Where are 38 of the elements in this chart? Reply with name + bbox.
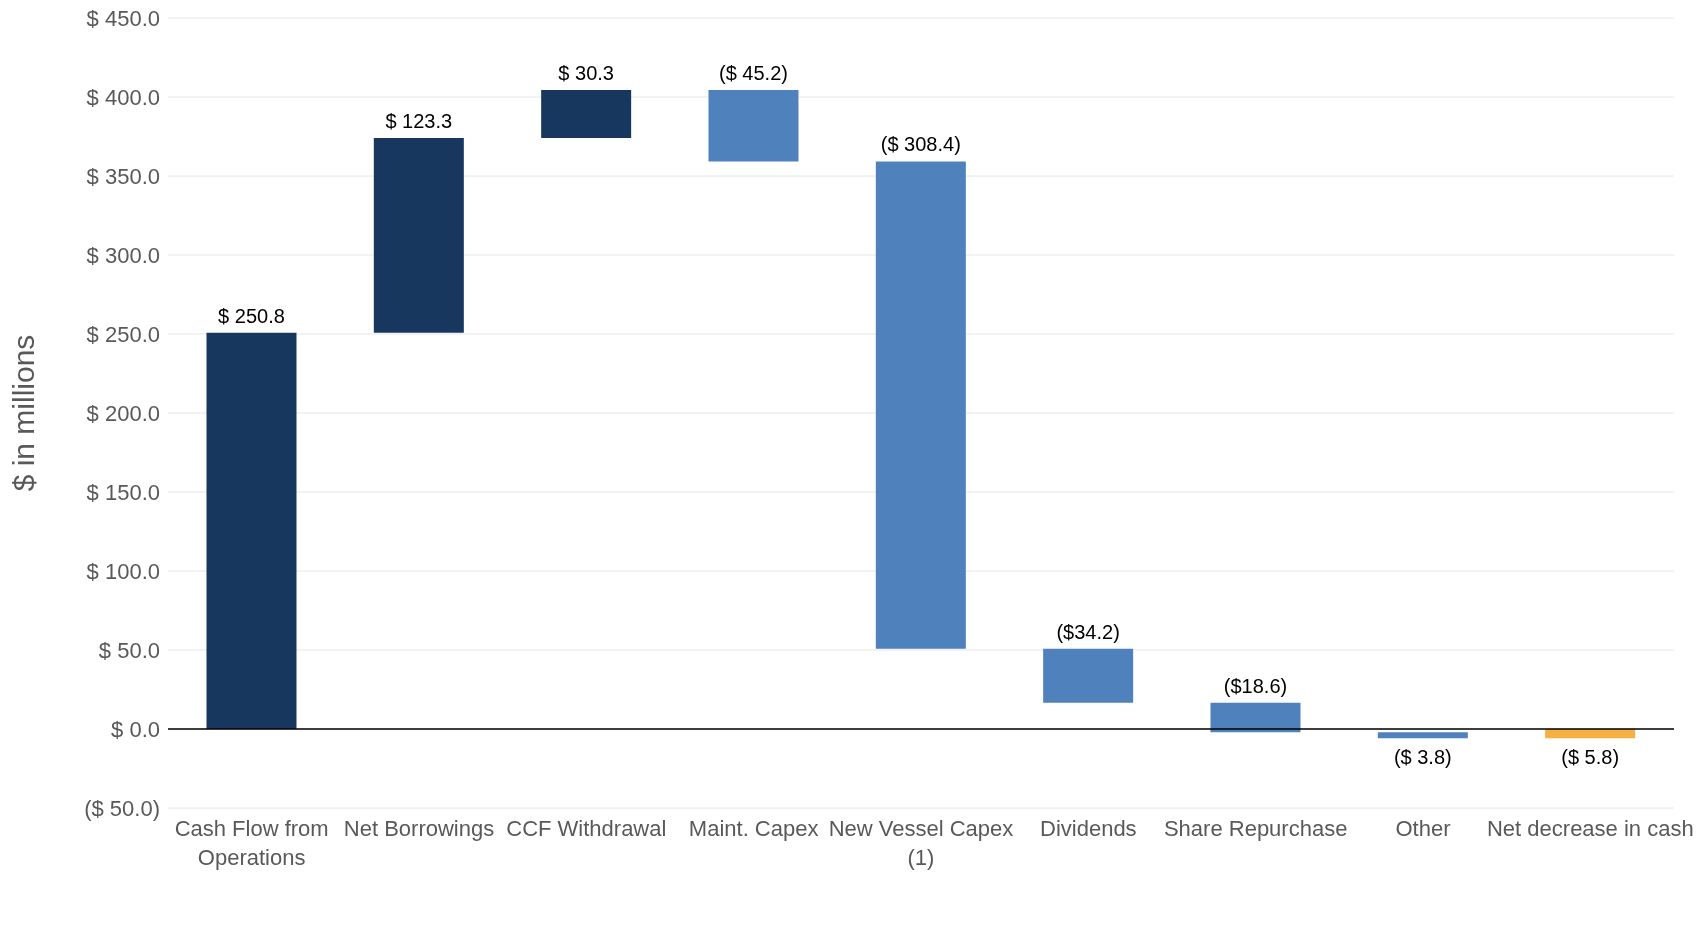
y-tick-label: $ 0.0 [111,716,160,742]
bar [206,332,297,729]
data-label: ($ 5.8) [1561,746,1620,769]
data-label: ($ 308.4) [880,133,961,156]
y-tick-label: ($ 50.0) [84,795,160,821]
data-label: ($18.6) [1223,674,1288,697]
x-tick-label: Cash Flow from Operations [174,815,329,870]
bar [541,90,632,138]
bar [1377,732,1468,739]
x-tick-label: Other [1395,815,1451,841]
data-label: ($ 45.2) [719,62,788,85]
data-label: ($ 3.8) [1393,746,1452,769]
y-tick-label: $ 150.0 [86,479,160,505]
y-tick-label: $ 450.0 [86,5,160,31]
bar [708,90,799,162]
x-tick-label: Dividends [1040,815,1137,841]
x-tick-label: New Vessel Capex (1) [828,815,1014,870]
y-tick-label: $ 100.0 [86,558,160,584]
x-tick-label: Net Borrowings [343,815,495,841]
y-tick-label: $ 400.0 [86,84,160,110]
x-tick-label: Net decrease in cash [1487,815,1694,841]
data-label: $ 30.3 [558,62,614,85]
bar [373,137,464,333]
x-tick-label: Maint. Capex [688,815,819,841]
bar [1043,648,1134,703]
x-tick-label: Share Repurchase [1163,815,1348,841]
data-label: $ 123.3 [385,109,453,132]
y-tick-label: $ 300.0 [86,242,160,268]
y-tick-label: $ 50.0 [98,637,160,663]
data-label: $ 250.8 [218,304,285,327]
y-tick-label: $ 250.0 [86,321,160,347]
bar [875,161,966,649]
data-label: ($34.2) [1056,620,1120,643]
y-tick-label: $ 350.0 [86,163,160,189]
bar [1210,702,1301,733]
y-axis-title: $ in millions [6,334,40,492]
y-tick-label: $ 200.0 [86,400,160,426]
x-tick-label: CCF Withdrawal [506,815,667,841]
